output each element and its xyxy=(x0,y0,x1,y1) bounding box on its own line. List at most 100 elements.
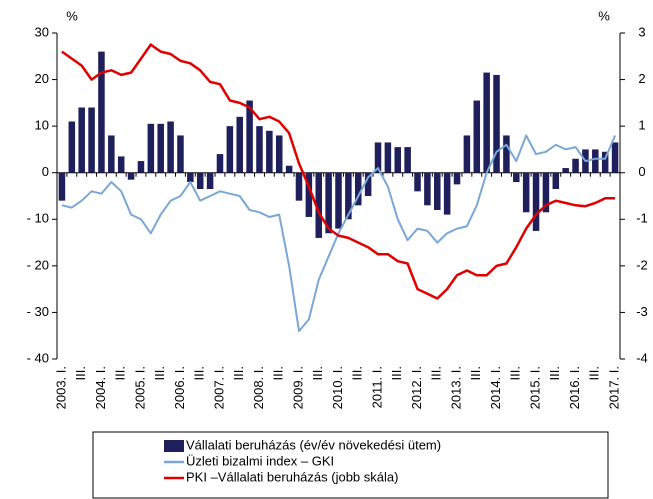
y-axis-unit: % xyxy=(66,8,78,23)
x-tick-label: 2009. I. xyxy=(290,366,305,409)
y-tick-label: - 30 xyxy=(27,304,49,319)
bar xyxy=(177,135,184,173)
bar xyxy=(315,172,323,238)
bar xyxy=(513,172,520,183)
legend-label: PKI –Vállalati beruházás (jobb skála) xyxy=(186,469,398,484)
bar xyxy=(275,135,283,173)
y2-tick-label: -4 xyxy=(636,350,648,365)
x-tick-label: 2003. I. xyxy=(53,366,68,409)
bar xyxy=(196,172,204,190)
bar xyxy=(167,121,174,173)
y-tick-label: 20 xyxy=(35,71,49,86)
x-tick-label: 2004. I. xyxy=(93,366,108,409)
x-tick-label: 2014. I. xyxy=(488,366,503,409)
bar xyxy=(137,161,145,173)
x-tick-label: III. xyxy=(468,366,483,380)
bar xyxy=(236,116,243,173)
bar xyxy=(157,123,164,173)
bar xyxy=(98,51,105,173)
y-tick-label: - 40 xyxy=(27,350,49,365)
line-series xyxy=(61,43,616,300)
bar xyxy=(463,135,471,173)
y2-tick-label: -1 xyxy=(636,211,648,226)
bar xyxy=(88,107,95,173)
x-tick-label: III. xyxy=(310,366,325,380)
bar xyxy=(68,121,76,173)
bar xyxy=(404,147,411,173)
legend-label: Vállalati beruházás (év/év növekedési üt… xyxy=(186,437,441,452)
x-tick-label: III. xyxy=(113,366,128,380)
x-tick-label: 2010. I. xyxy=(330,366,345,409)
bar xyxy=(354,172,362,206)
x-tick-label: III. xyxy=(429,366,444,380)
bar xyxy=(374,142,382,173)
bar xyxy=(364,172,372,196)
bar xyxy=(522,172,530,213)
x-tick-label: III. xyxy=(152,366,167,380)
bar xyxy=(592,149,599,173)
bar xyxy=(246,100,253,173)
legend-label: Üzleti bizalmi index – GKI xyxy=(186,453,334,468)
x-tick-label: 2011. I. xyxy=(369,366,384,408)
x-tick-label: 2017. I. xyxy=(606,366,621,409)
x-tick-label: III. xyxy=(271,366,286,380)
bar xyxy=(611,142,619,173)
x-tick-label: 2005. I. xyxy=(132,366,147,409)
bar xyxy=(127,172,135,180)
x-tick-label: III. xyxy=(231,366,246,380)
bar xyxy=(394,147,402,173)
y-tick-label: - 10 xyxy=(27,211,49,226)
y-tick-label: - 20 xyxy=(27,257,49,272)
x-tick-label: 2016. I. xyxy=(567,366,582,409)
y-tick-label: 30 xyxy=(35,24,49,39)
bar xyxy=(216,154,224,173)
bar xyxy=(503,135,510,173)
bar xyxy=(434,172,441,210)
bar xyxy=(256,126,263,173)
legend-swatch xyxy=(164,440,184,452)
bar xyxy=(562,168,569,173)
y-tick-label: 10 xyxy=(35,118,49,133)
bar xyxy=(414,172,421,192)
x-tick-label: III. xyxy=(350,366,365,380)
bar xyxy=(78,107,85,173)
x-tick-label: 2012. I. xyxy=(409,366,424,409)
bar xyxy=(542,172,550,213)
bar xyxy=(266,130,273,173)
bar xyxy=(226,126,234,173)
bar xyxy=(117,156,125,173)
bar xyxy=(295,172,303,201)
x-tick-label: III. xyxy=(508,366,523,380)
y-tick-label: 0 xyxy=(42,164,49,179)
x-tick-label: III. xyxy=(389,366,404,380)
bar xyxy=(58,172,66,201)
bar xyxy=(483,72,490,173)
line-series xyxy=(61,134,617,333)
bar xyxy=(285,165,293,173)
bar xyxy=(108,135,115,173)
bar xyxy=(187,172,194,183)
bar xyxy=(305,172,313,217)
y2-tick-label: 3 xyxy=(638,24,645,39)
bar xyxy=(147,123,155,173)
x-tick-label: III. xyxy=(587,366,602,380)
bar xyxy=(335,172,342,229)
bar xyxy=(424,172,431,206)
y2-tick-label: 2 xyxy=(638,71,645,86)
x-tick-label: 2008. I. xyxy=(251,366,266,409)
x-tick-label: III. xyxy=(547,366,562,380)
y2-tick-label: -2 xyxy=(636,257,648,272)
bar xyxy=(325,172,332,234)
x-tick-label: III. xyxy=(192,366,207,380)
x-tick-label: 2006. I. xyxy=(172,366,187,409)
bar xyxy=(453,172,461,185)
bar xyxy=(206,172,214,190)
bar xyxy=(473,100,481,173)
y2-tick-label: 1 xyxy=(638,118,645,133)
y2-tick-label: -3 xyxy=(636,304,648,319)
x-tick-label: 2007. I. xyxy=(211,366,226,409)
y2-axis-unit: % xyxy=(598,8,610,23)
bar xyxy=(572,158,579,173)
